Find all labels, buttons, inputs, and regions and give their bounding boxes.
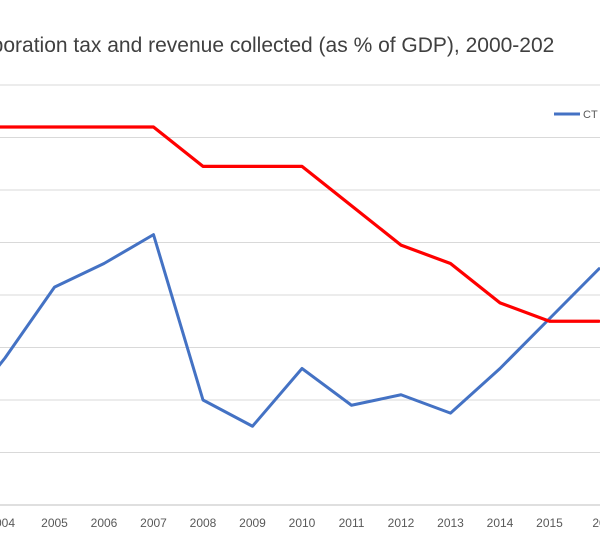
x-tick-label: 2011 <box>339 516 365 530</box>
legend-label-ct: CT <box>583 109 598 121</box>
x-tick-label: 004 <box>0 516 15 530</box>
x-tick-label: 2007 <box>140 516 167 530</box>
x-tick-label: 2005 <box>41 516 68 530</box>
x-tick-label: 2008 <box>190 516 217 530</box>
legend: CT <box>554 109 598 121</box>
x-tick-label: 20 <box>592 516 600 530</box>
x-tick-label: 2010 <box>289 516 316 530</box>
x-axis: 004 2005 2006 2007 2008 2009 2010 2011 2012 2013 2… <box>0 516 600 530</box>
ct-series-line <box>0 233 600 428</box>
x-tick-label: 2013 <box>437 516 464 530</box>
gridlines <box>0 84 600 506</box>
x-tick-label: 2015 <box>536 516 563 530</box>
x-tick-label: 2012 <box>388 516 415 530</box>
x-tick-label: 2006 <box>91 516 118 530</box>
x-tick-label: 2014 <box>487 516 514 530</box>
red-series-line <box>0 125 600 323</box>
x-tick-label: 2009 <box>239 516 266 530</box>
chart-title: orporation tax and revenue collected (as… <box>0 34 555 57</box>
series-layer <box>0 125 600 428</box>
